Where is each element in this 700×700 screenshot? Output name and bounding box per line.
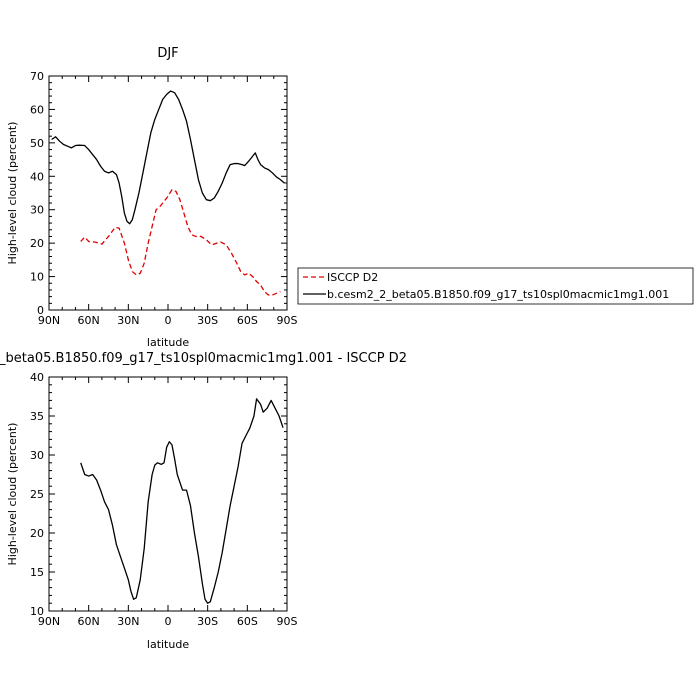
top-chart-title: DJF <box>157 46 178 61</box>
x-tick-label: 60S <box>237 314 258 327</box>
top-chart: DJF 90N 60N 30N 0 30S 60S 90S 0 10 20 30 40 50 60 70 l… <box>6 46 694 349</box>
bottom-series <box>80 398 284 604</box>
x-tick-label: 90N <box>38 314 60 327</box>
y-tick-label: 40 <box>30 170 44 183</box>
x-tick-label: 30S <box>197 615 218 628</box>
x-tick-label: 0 <box>165 615 172 628</box>
bottom-plot-frame <box>48 376 288 612</box>
y-tick-label: 30 <box>30 449 44 462</box>
legend-label-isccp: ISCCP D2 <box>327 271 378 284</box>
y-tick-label: 20 <box>30 237 44 250</box>
x-tick-label: 90S <box>277 314 298 327</box>
y-tick-label: 70 <box>30 70 44 83</box>
y-tick-label: 20 <box>30 527 44 540</box>
x-tick-label: 30S <box>197 314 218 327</box>
x-tick-label: 60N <box>78 615 100 628</box>
legend-label-cesm: b.cesm2_2_beta05.B1850.f09_g17_ts10spl0m… <box>327 288 669 301</box>
series-line-0-1 <box>51 90 285 225</box>
legend-box <box>297 267 694 305</box>
y-tick-label: 30 <box>30 204 44 217</box>
x-tick-label: 60S <box>237 615 258 628</box>
top-axes: 90N 60N 30N 0 30S 60S 90S 0 10 20 30 40 50 60 70 <box>30 70 298 327</box>
x-tick-label: 90S <box>277 615 298 628</box>
y-tick-label: 60 <box>30 103 44 116</box>
x-tick-label: 60N <box>78 314 100 327</box>
y-tick-label: 10 <box>30 271 44 284</box>
bottom-y-axis-label: High-level cloud (percent) <box>6 423 19 566</box>
x-tick-label: 90N <box>38 615 60 628</box>
top-series <box>51 90 285 296</box>
y-tick-label: 40 <box>30 371 44 384</box>
x-tick-label: 30N <box>117 314 139 327</box>
y-tick-label: 50 <box>30 137 44 150</box>
bottom-x-axis-label: latitude <box>147 638 189 651</box>
y-tick-label: 25 <box>30 488 44 501</box>
y-tick-label: 15 <box>30 566 44 579</box>
y-tick-label: 10 <box>30 605 44 618</box>
top-x-axis-label: latitude <box>147 336 189 349</box>
top-y-axis-label: High-level cloud (percent) <box>6 122 19 265</box>
y-tick-label: 35 <box>30 410 44 423</box>
bottom-chart: b.cesm2_2_beta05.B1850.f09_g17_ts10spl0m… <box>0 351 407 651</box>
series-line-1-0 <box>80 398 284 604</box>
bottom-axes: 90N 60N 30N 0 30S 60S 90S 10 15 20 25 30 35 40 <box>30 371 298 628</box>
series-line-0-0 <box>80 189 281 296</box>
y-tick-label: 0 <box>37 304 44 317</box>
bottom-chart-title: b.cesm2_2_beta05.B1850.f09_g17_ts10spl0m… <box>0 351 407 366</box>
x-tick-label: 0 <box>165 314 172 327</box>
legend: ISCCP D2 b.cesm2_2_beta05.B1850.f09_g17_… <box>297 267 694 305</box>
x-tick-label: 30N <box>117 615 139 628</box>
